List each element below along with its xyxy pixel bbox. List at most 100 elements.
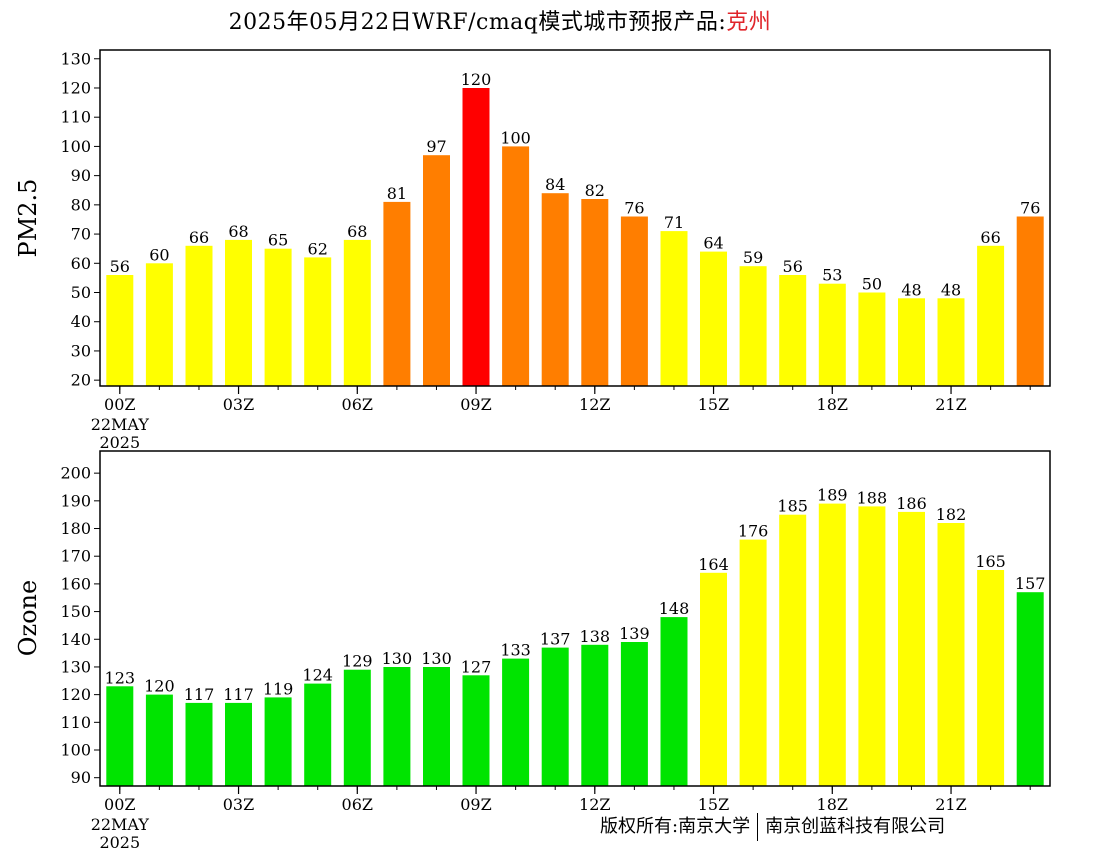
pm25-bar bbox=[383, 201, 411, 386]
pm25-x-tick-label: 06Z bbox=[342, 395, 373, 414]
ozone-y-tick-label: 150 bbox=[60, 602, 91, 621]
ozone-date-label: 2025 bbox=[99, 833, 140, 850]
pm25-value-label: 71 bbox=[664, 213, 684, 232]
pm25-bar bbox=[502, 146, 530, 386]
ozone-y-tick-label: 120 bbox=[60, 685, 91, 704]
ozone-bar bbox=[898, 511, 925, 786]
ozone-value-label: 186 bbox=[896, 494, 927, 513]
ozone-bar bbox=[304, 683, 332, 786]
ozone-bar bbox=[423, 667, 450, 786]
pm25-bar bbox=[225, 239, 252, 386]
ozone-y-tick-label: 100 bbox=[60, 741, 91, 760]
pm25-bar bbox=[343, 239, 371, 386]
ozone-value-label: 182 bbox=[936, 505, 967, 524]
ozone-bar bbox=[660, 617, 688, 786]
pm25-y-tick-label: 50 bbox=[71, 283, 91, 302]
ozone-bar bbox=[700, 572, 727, 786]
pm25-x-tick-label: 15Z bbox=[698, 395, 729, 414]
pm25-bar bbox=[739, 266, 767, 386]
ozone-y-tick-label: 130 bbox=[60, 658, 91, 677]
ozone-chart: 123 120 117 117 119 124 129 130 130 127 133 137 138 1… bbox=[14, 450, 1051, 850]
pm25-bar bbox=[779, 275, 807, 386]
ozone-x-tick-label: 18Z bbox=[817, 795, 848, 814]
copyright-footer: 版权所有:南京大学 南京创蓝科技有限公司 bbox=[600, 812, 945, 841]
ozone-value-label: 129 bbox=[342, 652, 373, 671]
pm25-bar bbox=[858, 292, 886, 386]
pm25-bar bbox=[937, 298, 965, 386]
ozone-y-tick-label: 160 bbox=[60, 574, 91, 593]
ozone-y-tick-label: 90 bbox=[71, 768, 91, 787]
pm25-y-tick-label: 60 bbox=[71, 254, 91, 273]
ozone-bar bbox=[541, 647, 569, 786]
ozone-y-tick-label: 110 bbox=[60, 713, 91, 732]
ozone-x-tick-label: 00Z bbox=[104, 795, 135, 814]
page-title: 2025年05月22日WRF/cmaq模式城市预报产品:克州 bbox=[0, 4, 1000, 36]
ozone-bar bbox=[145, 694, 173, 786]
ozone-bar bbox=[185, 702, 213, 786]
ozone-date-label: 22MAY bbox=[91, 815, 150, 834]
title-city: 克州 bbox=[726, 10, 772, 35]
pm25-value-label: 65 bbox=[268, 231, 288, 250]
ozone-bar bbox=[739, 539, 767, 786]
pm25-y-axis-label: PM2.5 bbox=[14, 179, 42, 258]
ozone-frame bbox=[99, 450, 1051, 787]
ozone-y-tick-label: 140 bbox=[60, 630, 91, 649]
ozone-value-label: 133 bbox=[500, 641, 531, 660]
ozone-bar bbox=[343, 669, 371, 786]
ozone-value-label: 117 bbox=[184, 685, 215, 704]
ozone-bar bbox=[502, 658, 530, 786]
pm25-bar bbox=[977, 245, 1005, 386]
copyright-left: 版权所有:南京大学 bbox=[600, 816, 751, 837]
pm25-bar bbox=[145, 263, 173, 386]
ozone-bar bbox=[106, 686, 134, 786]
ozone-bar bbox=[462, 675, 490, 786]
ozone-value-label: 164 bbox=[698, 555, 729, 574]
ozone-value-label: 189 bbox=[817, 486, 848, 505]
pm25-y-tick-label: 100 bbox=[60, 137, 91, 156]
pm25-value-label: 82 bbox=[585, 181, 605, 200]
ozone-y-tick-label: 200 bbox=[60, 464, 91, 483]
pm25-value-label: 76 bbox=[624, 199, 644, 218]
ozone-y-tick-label: 180 bbox=[60, 519, 91, 538]
pm25-value-label: 97 bbox=[426, 137, 446, 156]
pm25-bar bbox=[620, 216, 648, 386]
pm25-x-tick-label: 03Z bbox=[223, 395, 254, 414]
pm25-value-label: 59 bbox=[743, 248, 763, 267]
pm25-bar bbox=[106, 275, 134, 386]
pm25-y-tick-label: 40 bbox=[71, 312, 91, 331]
pm25-value-label: 53 bbox=[822, 266, 842, 285]
pm25-value-label: 50 bbox=[862, 275, 882, 294]
ozone-bar bbox=[620, 642, 648, 786]
pm25-bar bbox=[898, 298, 925, 386]
pm25-value-label: 68 bbox=[347, 222, 367, 241]
pm25-bar bbox=[264, 248, 292, 386]
pm25-value-label: 64 bbox=[703, 234, 723, 253]
ozone-value-label: 137 bbox=[540, 630, 571, 649]
pm25-value-label: 76 bbox=[1020, 199, 1040, 218]
pm25-bar bbox=[185, 245, 213, 386]
pm25-value-label: 62 bbox=[308, 239, 328, 258]
pm25-y-tick-label: 120 bbox=[60, 79, 91, 98]
pm25-y-tick-label: 70 bbox=[71, 225, 91, 244]
pm25-value-label: 68 bbox=[228, 222, 248, 241]
ozone-value-label: 117 bbox=[223, 685, 254, 704]
pm25-x-tick-label: 18Z bbox=[817, 395, 848, 414]
ozone-bar bbox=[937, 523, 965, 786]
pm25-value-label: 56 bbox=[110, 257, 130, 276]
pm25-frame bbox=[99, 49, 1051, 387]
pm25-bar bbox=[462, 88, 490, 386]
pm25-y-tick-label: 90 bbox=[71, 166, 91, 185]
pm25-x-tick-label: 09Z bbox=[460, 395, 491, 414]
ozone-value-label: 130 bbox=[421, 649, 452, 668]
ozone-value-label: 176 bbox=[738, 522, 769, 541]
footer-divider bbox=[757, 813, 759, 841]
ozone-x-tick-label: 15Z bbox=[698, 795, 729, 814]
ozone-value-label: 157 bbox=[1015, 574, 1046, 593]
pm25-chart: 56 60 66 68 65 62 68 81 97 120 100 84 82 76 71 64 59 56 53… bbox=[14, 49, 1051, 452]
pm25-value-label: 66 bbox=[189, 228, 209, 247]
ozone-x-tick-label: 03Z bbox=[223, 795, 254, 814]
ozone-bar bbox=[383, 667, 411, 786]
ozone-value-label: 124 bbox=[302, 666, 333, 685]
pm25-bar bbox=[660, 231, 688, 386]
ozone-value-label: 139 bbox=[619, 624, 650, 643]
